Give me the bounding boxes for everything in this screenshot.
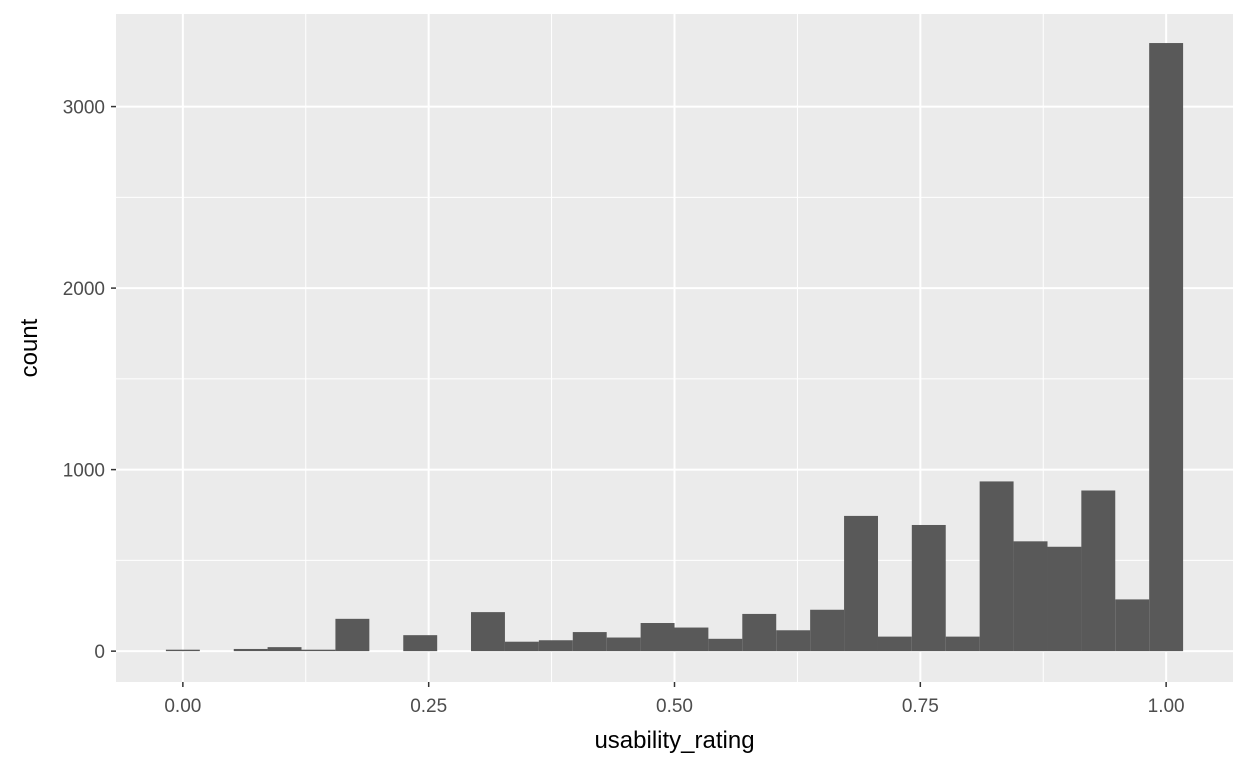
x-tick-label: 0.00 [164,696,201,717]
histogram-bar [674,627,709,652]
y-tick-label: 0 [94,642,105,663]
histogram-bar [911,524,946,652]
x-tick-label: 0.25 [410,696,447,717]
histogram-bar [1081,490,1116,652]
x-tick-label: 0.50 [656,696,693,717]
histogram-bar [572,632,607,652]
histogram-bar [877,636,912,652]
x-axis: 0.00 0.25 0.50 0.75 1.00 [164,682,1185,717]
histogram-bar [267,647,302,652]
histogram-bar [1047,546,1082,652]
x-axis-title: usability_rating [594,727,754,754]
histogram-bars [165,43,1184,652]
histogram-bar [606,637,641,652]
y-axis-title: count [16,318,43,377]
histogram-bar [471,612,505,652]
histogram-bar [708,638,743,652]
histogram-bar [979,481,1014,652]
x-tick-label: 0.75 [902,696,939,717]
histogram-bar [742,613,777,652]
histogram-bar [844,515,878,652]
histogram-bar [335,618,370,652]
histogram-bar [233,648,268,652]
histogram-bar [1115,599,1150,652]
histogram-bar [776,630,811,652]
histogram-bar [810,609,845,652]
histogram-bar [945,636,980,652]
y-tick-label: 2000 [63,279,105,300]
histogram-bar [1149,43,1184,652]
histogram-bar [640,623,675,652]
histogram-bar [504,641,539,652]
y-tick-label: 1000 [63,461,105,482]
histogram-bar [403,635,438,652]
histogram-bar [1013,541,1048,652]
y-tick-label: 3000 [63,98,105,119]
histogram-bar [165,649,200,652]
histogram-bar [538,640,573,652]
x-tick-label: 1.00 [1148,696,1185,717]
y-axis: 0 1000 2000 3000 [63,98,116,663]
histogram-bar [301,649,336,652]
